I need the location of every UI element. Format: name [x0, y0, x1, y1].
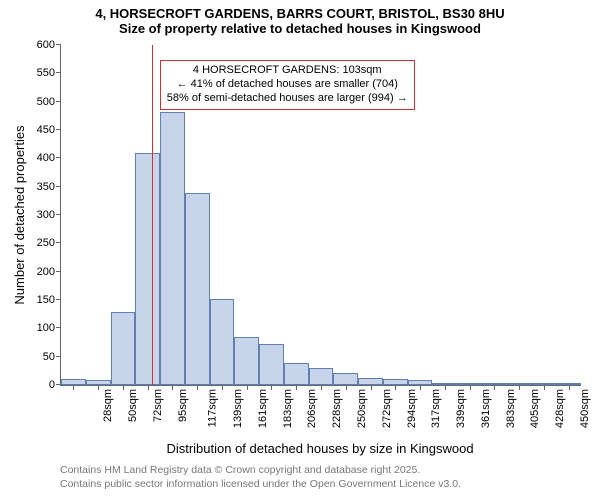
chart-container: 4, HORSECROFT GARDENS, BARRS COURT, BRIS… [0, 0, 600, 500]
property-marker-line [152, 45, 153, 385]
x-tick-mark [296, 385, 297, 390]
x-tick-mark [569, 385, 570, 390]
y-tick-label: 150 [37, 294, 61, 306]
x-tick-label: 28sqm [102, 389, 114, 422]
y-tick-mark [56, 299, 61, 300]
x-tick-mark [371, 385, 372, 390]
y-tick-label: 300 [37, 209, 61, 221]
x-tick-label: 294sqm [406, 389, 418, 428]
x-tick-mark [172, 385, 173, 390]
annotation-line: 58% of semi-detached houses are larger (… [167, 92, 408, 106]
histogram-bar [111, 312, 136, 385]
x-tick-label: 383sqm [505, 389, 517, 428]
y-tick-label: 550 [37, 67, 61, 79]
x-tick-mark [222, 385, 223, 390]
y-tick-mark [56, 242, 61, 243]
annotation-line: 4 HORSECROFT GARDENS: 103sqm [167, 64, 408, 78]
x-tick-label: 95sqm [177, 389, 189, 422]
histogram-bar [210, 299, 235, 385]
y-tick-mark [56, 101, 61, 102]
y-tick-mark [56, 157, 61, 158]
histogram-bar [358, 378, 383, 385]
x-tick-label: 206sqm [307, 389, 319, 428]
footer-line-2: Contains public sector information licen… [60, 477, 461, 491]
y-tick-label: 100 [37, 322, 61, 334]
y-tick-mark [56, 44, 61, 45]
plot-area: 05010015020025030035040045050055060028sq… [60, 45, 581, 386]
histogram-bar [160, 112, 185, 385]
histogram-bar [135, 153, 160, 385]
footer-line-1: Contains HM Land Registry data © Crown c… [60, 463, 461, 477]
y-tick-label: 500 [37, 96, 61, 108]
y-tick-label: 50 [43, 351, 61, 363]
y-tick-mark [56, 186, 61, 187]
x-tick-label: 450sqm [579, 389, 591, 428]
x-tick-mark [247, 385, 248, 390]
y-tick-label: 0 [49, 379, 61, 391]
x-tick-label: 117sqm [207, 389, 219, 427]
histogram-bar [309, 368, 334, 385]
histogram-bar [284, 363, 309, 385]
y-tick-label: 600 [37, 39, 61, 51]
x-tick-label: 228sqm [331, 389, 343, 428]
x-tick-mark [98, 385, 99, 390]
x-tick-label: 139sqm [232, 389, 244, 428]
y-axis-label: Number of detached properties [12, 125, 27, 304]
title-block: 4, HORSECROFT GARDENS, BARRS COURT, BRIS… [0, 0, 600, 36]
histogram-bar [333, 373, 358, 385]
x-tick-label: 361sqm [480, 389, 492, 428]
y-tick-mark [56, 327, 61, 328]
x-axis-label: Distribution of detached houses by size … [60, 441, 580, 456]
x-tick-label: 339sqm [455, 389, 467, 428]
title-line-1: 4, HORSECROFT GARDENS, BARRS COURT, BRIS… [0, 6, 600, 21]
y-tick-mark [56, 214, 61, 215]
x-tick-mark [470, 385, 471, 390]
y-tick-mark [56, 271, 61, 272]
y-tick-mark [56, 129, 61, 130]
x-tick-label: 272sqm [381, 389, 393, 428]
x-tick-label: 250sqm [356, 389, 368, 428]
x-tick-mark [148, 385, 149, 390]
x-tick-mark [321, 385, 322, 390]
annotation-box: 4 HORSECROFT GARDENS: 103sqm← 41% of det… [160, 60, 415, 109]
x-tick-label: 161sqm [257, 389, 269, 428]
x-tick-mark [395, 385, 396, 390]
y-tick-label: 350 [37, 181, 61, 193]
y-tick-label: 200 [37, 266, 61, 278]
x-tick-mark [271, 385, 272, 390]
histogram-bar [259, 344, 284, 385]
annotation-line: ← 41% of detached houses are smaller (70… [167, 78, 408, 92]
x-tick-mark [420, 385, 421, 390]
y-tick-mark [56, 72, 61, 73]
x-tick-mark [519, 385, 520, 390]
x-tick-mark [544, 385, 545, 390]
y-tick-label: 400 [37, 152, 61, 164]
x-tick-mark [197, 385, 198, 390]
x-tick-mark [346, 385, 347, 390]
x-tick-label: 405sqm [529, 389, 541, 428]
histogram-bar [234, 337, 259, 385]
histogram-bar [185, 193, 210, 385]
x-tick-mark [445, 385, 446, 390]
x-tick-label: 183sqm [282, 389, 294, 428]
x-tick-mark [494, 385, 495, 390]
x-tick-label: 428sqm [554, 389, 566, 428]
x-tick-label: 50sqm [127, 389, 139, 422]
y-tick-label: 450 [37, 124, 61, 136]
x-tick-mark [73, 385, 74, 390]
footer-attribution: Contains HM Land Registry data © Crown c… [60, 463, 461, 491]
y-tick-mark [56, 356, 61, 357]
title-line-2: Size of property relative to detached ho… [0, 21, 600, 36]
x-tick-label: 72sqm [152, 389, 164, 422]
x-tick-mark [123, 385, 124, 390]
x-tick-label: 317sqm [430, 389, 442, 428]
y-tick-label: 250 [37, 237, 61, 249]
